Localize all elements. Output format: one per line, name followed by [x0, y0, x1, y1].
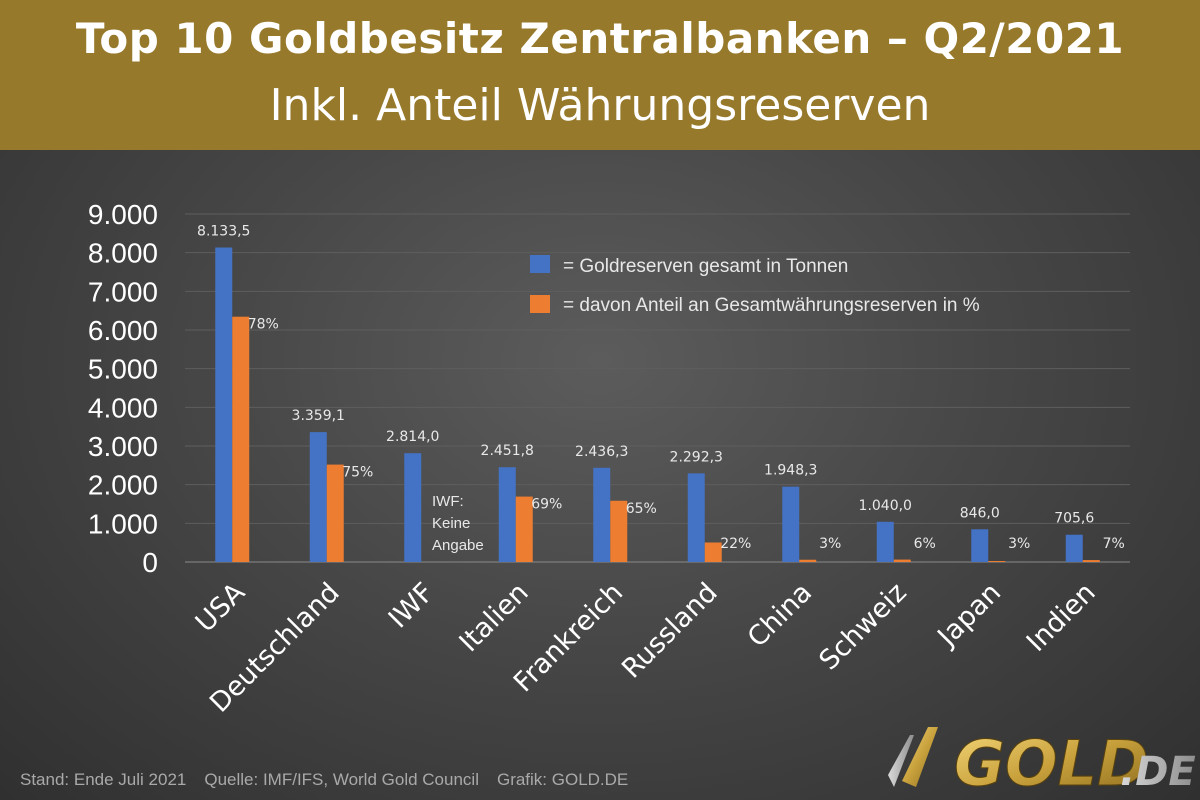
bar-value-label: 2.451,8: [481, 443, 534, 459]
bar-percent-label: 3%: [819, 536, 841, 552]
footer-stand: Stand: Ende Juli 2021: [20, 770, 187, 789]
chart-title: Top 10 Goldbesitz Zentralbanken – Q2/202…: [75, 14, 1125, 63]
bar-value-label: 8.133,5: [197, 224, 250, 240]
bar-gold-reserves: [404, 453, 422, 562]
footer-graphic: Grafik: GOLD.DE: [496, 770, 629, 789]
bar-value-label: 1.948,3: [764, 463, 817, 479]
bar-gold-reserves: [593, 467, 611, 562]
x-category-label: Japan: [931, 577, 1008, 654]
bar-gold-reserves: [215, 247, 233, 562]
logo-bar-2-icon: [902, 727, 938, 787]
annotation-line-2: Keine: [432, 515, 470, 532]
x-category-label: China: [742, 577, 818, 653]
footer-source: Quelle: IMF/IFS, World Gold Council: [204, 770, 479, 789]
y-tick-label: 5.000: [88, 354, 158, 385]
y-tick-label: 1.000: [88, 508, 158, 539]
legend-label-gold: = Goldreserven gesamt in Tonnen: [563, 256, 848, 277]
y-tick-label: 6.000: [88, 315, 158, 346]
bar-value-label: 2.292,3: [670, 449, 723, 465]
bar-value-label: 3.359,1: [292, 408, 345, 424]
bar-gold-reserves: [498, 467, 516, 562]
y-tick-label: 9.000: [88, 199, 158, 230]
legend-swatch-percent: [530, 295, 550, 313]
y-tick-label: 2.000: [88, 470, 158, 501]
bar-percent-label: 6%: [914, 536, 936, 552]
bar-share-percent: [326, 464, 344, 562]
bar-gold-reserves: [687, 473, 705, 562]
bars: 8.133,5 78% 3.359,1 75% 2.814,0 2.451,8 69% 2.4…: [197, 224, 1125, 562]
y-tick-label: 3.000: [88, 431, 158, 462]
x-category-label: Russland: [616, 577, 724, 685]
bar-share-percent: [799, 559, 817, 562]
iwf-annotation: IWF: Keine Angabe: [432, 493, 484, 554]
x-category-label: USA: [190, 577, 252, 639]
bar-share-percent: [232, 316, 250, 562]
bar-value-label: 705,6: [1054, 511, 1094, 527]
bar-percent-label: 75%: [342, 465, 373, 481]
x-category-label: Schweiz: [813, 577, 912, 676]
bar-value-label: 2.436,3: [575, 444, 628, 460]
annotation-line-3: Angabe: [432, 537, 484, 554]
x-category-label: Indien: [1021, 577, 1102, 658]
bar-percent-label: 3%: [1008, 536, 1030, 552]
bar-percent-label: 7%: [1103, 536, 1125, 552]
annotation-line-1: IWF:: [432, 493, 464, 510]
footer: Stand: Ende Juli 2021 Quelle: IMF/IFS, Wo…: [20, 770, 646, 790]
bar-share-percent: [610, 500, 628, 562]
bar-gold-reserves: [309, 432, 327, 562]
bar-share-percent: [988, 561, 1006, 562]
bar-share-percent: [515, 496, 533, 562]
bar-percent-label: 65%: [626, 501, 657, 517]
chart-subtitle: Inkl. Anteil Währungsreserven: [269, 80, 931, 131]
bar-gold-reserves: [1065, 534, 1083, 562]
bar-share-percent: [704, 542, 722, 562]
bar-percent-label: 78%: [248, 317, 279, 333]
bar-gold-reserves: [876, 521, 894, 562]
bar-share-percent: [1082, 560, 1100, 562]
bar-value-label: 2.814,0: [386, 429, 439, 445]
bar-value-label: 1.040,0: [859, 498, 912, 514]
y-tick-label: 8.000: [88, 238, 158, 269]
legend: = Goldreserven gesamt in Tonnen = davon …: [530, 255, 980, 316]
y-tick-label: 7.000: [88, 276, 158, 307]
legend-label-percent: = davon Anteil an Gesamtwährungsreserven…: [563, 295, 980, 316]
y-axis: 9.000 8.000 7.000 6.000 5.000 4.000 3.000 2.000…: [88, 199, 158, 578]
bar-gold-reserves: [971, 529, 989, 562]
y-tick-label: 0: [142, 547, 158, 578]
legend-swatch-gold: [530, 255, 550, 273]
bar-gold-reserves: [782, 486, 800, 562]
bar-share-percent: [893, 559, 911, 562]
gold-de-logo: GOLD .DE: [888, 727, 1196, 800]
logo-bar-1-icon: [888, 735, 914, 787]
bar-chart: 9.000 8.000 7.000 6.000 5.000 4.000 3.000 2.000…: [88, 199, 1130, 719]
header-banner: Top 10 Goldbesitz Zentralbanken – Q2/202…: [0, 0, 1200, 150]
bar-value-label: 846,0: [960, 505, 1000, 521]
logo-text: GOLD: [954, 727, 1149, 800]
bar-percent-label: 22%: [720, 536, 751, 552]
logo-suffix: .DE: [1120, 749, 1196, 795]
x-category-label: Italien: [454, 577, 535, 658]
bar-percent-label: 69%: [531, 497, 562, 513]
x-category-label: IWF: [383, 577, 440, 634]
y-tick-label: 4.000: [88, 392, 158, 423]
